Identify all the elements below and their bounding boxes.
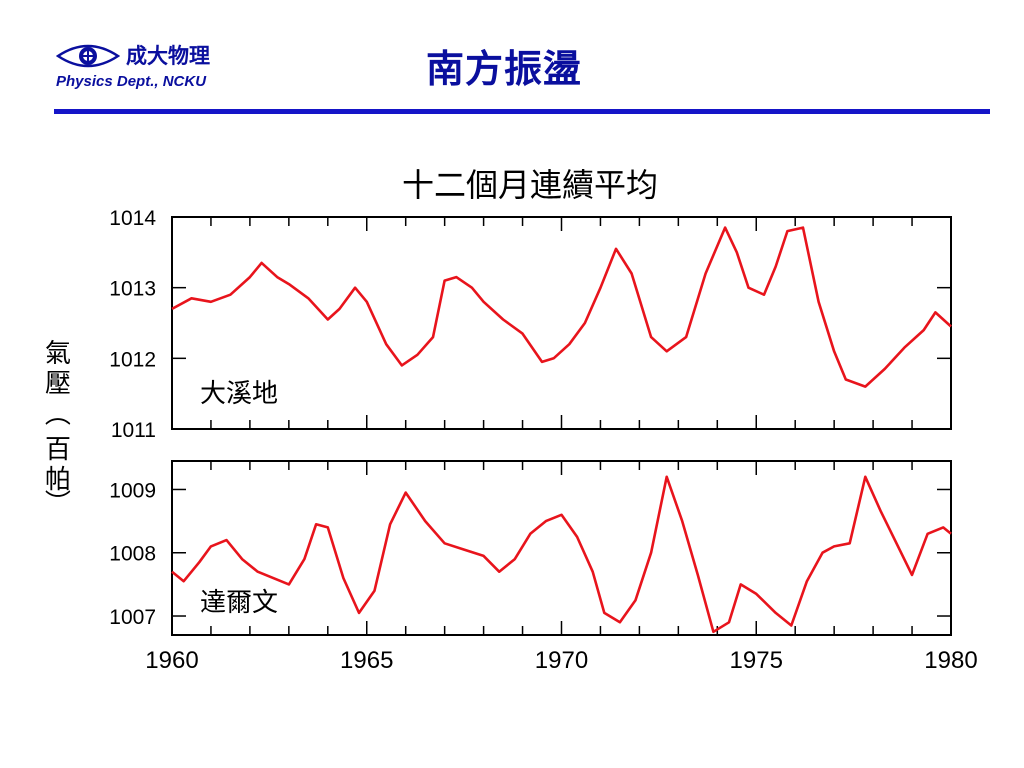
x-tick-label: 1980 <box>924 647 977 674</box>
y-tick-label: 1007 <box>109 606 156 629</box>
panel-label-tahiti: 大溪地 <box>200 378 278 408</box>
panel-darwin-y-tick-labels: 1009 1008 1007 <box>109 479 156 629</box>
y-axis-label-char: 帕 <box>45 464 71 494</box>
y-axis-label-char: 氣 <box>45 338 71 368</box>
panel-label-darwin: 達爾文 <box>200 587 278 617</box>
y-axis-label-char: （ <box>42 400 72 426</box>
y-tick-label: 1012 <box>109 348 156 371</box>
panel-frame-darwin <box>171 460 952 636</box>
y-tick-label: 1008 <box>109 543 156 566</box>
eye-icon <box>56 44 120 68</box>
x-tick-label: 1975 <box>730 647 783 674</box>
y-tick-label: 1013 <box>109 278 156 301</box>
y-tick-label: 1011 <box>111 419 156 442</box>
chart-title: 十二個月連續平均 <box>402 167 658 203</box>
y-axis-label-char: 百 <box>45 434 71 464</box>
y-axis-label: 氣 壓 （ 百 帕 ） <box>42 338 72 515</box>
y-tick-label: 1009 <box>109 479 156 502</box>
panel-tahiti-ticks <box>172 216 951 430</box>
slide-title: 南方振盪 <box>426 46 583 91</box>
logo-text-en: Physics Dept., NCKU <box>56 73 207 90</box>
header-rule <box>54 109 990 114</box>
panel-darwin-ticks <box>172 461 951 635</box>
x-tick-label: 1960 <box>145 647 198 674</box>
series-line-tahiti <box>171 226 952 388</box>
x-tick-label: 1970 <box>535 647 588 674</box>
panel-tahiti-y-tick-labels: 1014 1013 1012 1011 <box>109 207 156 442</box>
x-tick-labels: 1960 1965 1970 1975 1980 <box>145 647 977 674</box>
y-axis-label-char: ） <box>42 489 72 515</box>
x-tick-label: 1965 <box>340 647 393 674</box>
logo: 成大物理 Physics Dept., NCKU <box>56 38 256 102</box>
series-line-darwin <box>171 475 952 634</box>
y-axis-label-char: 壓 <box>45 368 71 398</box>
logo-text-cn: 成大物理 <box>126 43 210 68</box>
y-tick-label: 1014 <box>109 207 156 230</box>
slide-header: 成大物理 Physics Dept., NCKU 南方振盪 <box>0 0 1024 120</box>
panel-frame-tahiti <box>171 216 952 430</box>
